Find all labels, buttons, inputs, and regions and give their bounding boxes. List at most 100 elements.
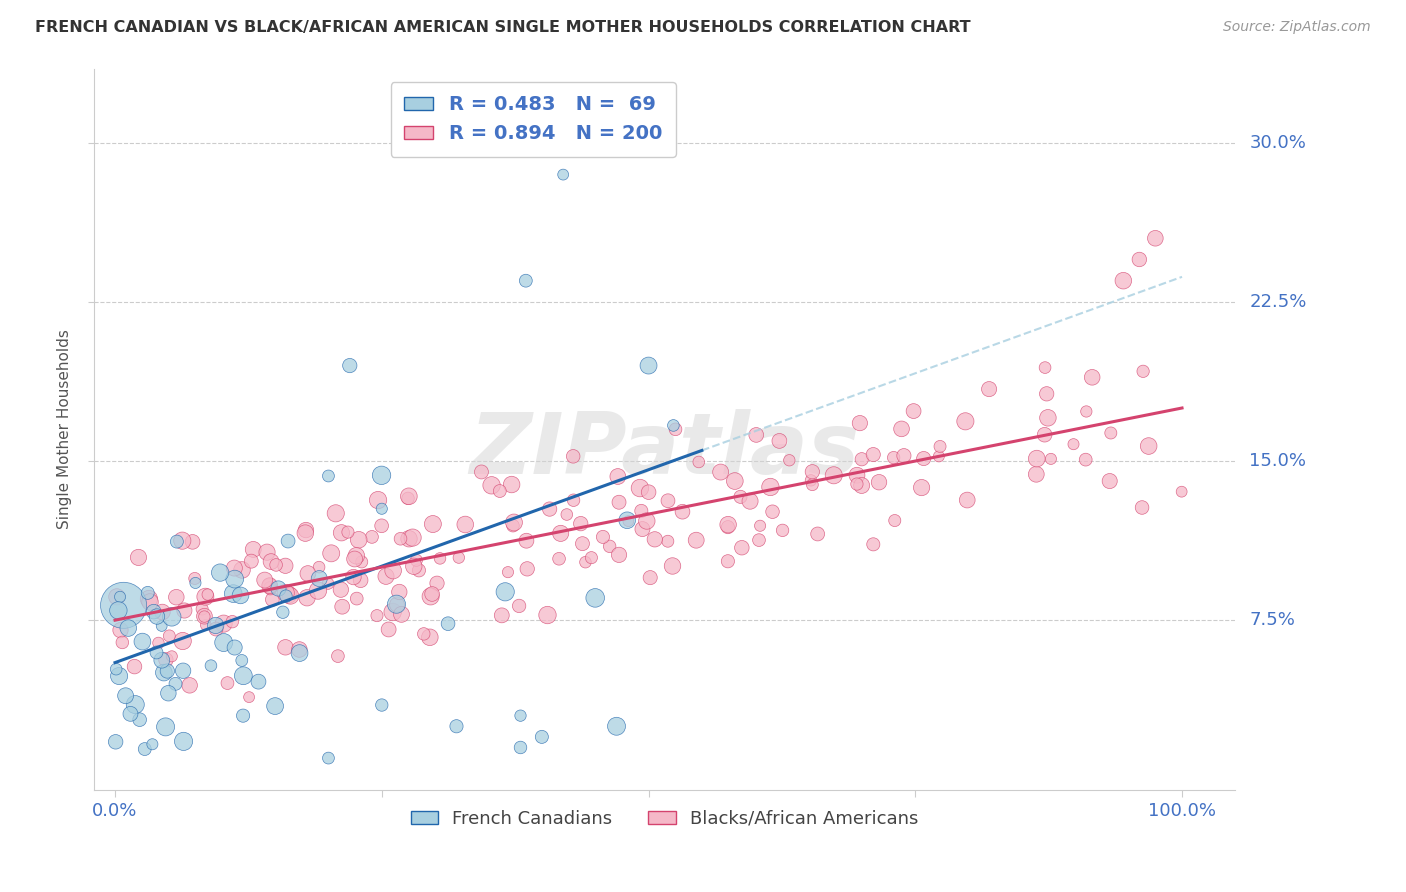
Point: [607, 495, 630, 509]
Point: [124, 659, 146, 673]
Point: [321, 546, 343, 560]
Point: [759, 480, 782, 494]
Point: [295, 523, 318, 537]
Point: [1039, 451, 1062, 466]
Point: [1144, 231, 1167, 245]
Point: [259, 581, 281, 595]
Point: [253, 573, 276, 587]
Point: [426, 576, 449, 591]
Point: [371, 698, 394, 712]
Point: [120, 706, 142, 721]
Point: [349, 573, 371, 587]
Point: [717, 517, 740, 532]
Point: [956, 493, 979, 508]
Point: [141, 737, 163, 751]
Point: [160, 649, 183, 664]
Text: 22.5%: 22.5%: [1250, 293, 1306, 311]
Point: [553, 168, 575, 182]
Point: [730, 490, 752, 504]
Point: [128, 713, 150, 727]
Point: [370, 518, 392, 533]
Point: [193, 609, 215, 624]
Point: [107, 603, 129, 617]
Point: [745, 428, 768, 442]
Text: 15.0%: 15.0%: [1250, 452, 1306, 470]
Point: [330, 525, 353, 540]
Point: [778, 453, 800, 467]
Point: [127, 550, 149, 565]
Point: [370, 468, 392, 483]
Point: [297, 566, 319, 581]
Point: [883, 450, 905, 465]
Point: [150, 605, 173, 619]
Point: [224, 572, 246, 586]
Point: [150, 619, 173, 633]
Text: FRENCH CANADIAN VS BLACK/AFRICAN AMERICAN SINGLE MOTHER HOUSEHOLDS CORRELATION C: FRENCH CANADIAN VS BLACK/AFRICAN AMERICA…: [35, 20, 970, 35]
Point: [491, 608, 513, 623]
Point: [329, 582, 352, 597]
Legend: French Canadians, Blacks/African Americans: French Canadians, Blacks/African America…: [404, 803, 925, 835]
Point: [361, 530, 384, 544]
Point: [893, 449, 915, 463]
Point: [224, 640, 246, 655]
Point: [274, 589, 297, 603]
Point: [350, 555, 373, 569]
Point: [232, 708, 254, 723]
Point: [157, 629, 180, 643]
Point: [738, 494, 761, 508]
Point: [661, 559, 683, 574]
Point: [165, 591, 187, 605]
Point: [664, 422, 686, 436]
Point: [581, 550, 603, 565]
Point: [509, 708, 531, 723]
Point: [1033, 427, 1056, 442]
Point: [574, 555, 596, 569]
Point: [224, 561, 246, 575]
Point: [912, 451, 935, 466]
Point: [232, 669, 254, 683]
Point: [550, 526, 572, 541]
Point: [1033, 360, 1056, 375]
Point: [308, 560, 330, 574]
Point: [155, 653, 177, 667]
Point: [111, 635, 134, 649]
Point: [631, 522, 654, 536]
Point: [277, 534, 299, 549]
Point: [240, 554, 263, 568]
Point: [617, 514, 640, 528]
Point: [846, 468, 869, 483]
Point: [402, 559, 425, 574]
Point: [172, 533, 194, 548]
Point: [571, 536, 593, 550]
Point: [405, 553, 427, 567]
Point: [1170, 484, 1192, 499]
Point: [288, 642, 311, 657]
Point: [209, 566, 232, 580]
Point: [277, 588, 299, 602]
Point: [264, 699, 287, 714]
Point: [638, 571, 661, 585]
Point: [160, 610, 183, 624]
Point: [165, 677, 187, 691]
Point: [761, 505, 783, 519]
Point: [1076, 404, 1098, 418]
Point: [229, 588, 252, 602]
Point: [412, 627, 434, 641]
Point: [259, 579, 281, 593]
Point: [375, 569, 398, 583]
Text: Source: ZipAtlas.com: Source: ZipAtlas.com: [1223, 20, 1371, 34]
Point: [148, 636, 170, 650]
Point: [408, 563, 430, 577]
Point: [801, 465, 824, 479]
Point: [108, 669, 131, 683]
Point: [238, 690, 260, 705]
Point: [274, 640, 297, 655]
Point: [134, 742, 156, 756]
Point: [1035, 387, 1057, 401]
Point: [419, 630, 441, 644]
Point: [1025, 467, 1047, 482]
Point: [222, 586, 245, 600]
Point: [599, 539, 621, 553]
Point: [508, 599, 530, 613]
Point: [845, 477, 868, 491]
